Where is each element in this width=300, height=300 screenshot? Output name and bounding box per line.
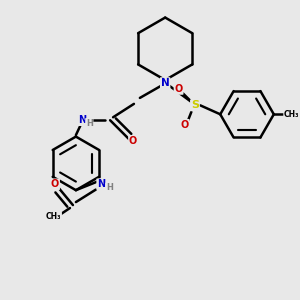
Text: O: O [174,84,183,94]
Text: O: O [129,136,137,146]
Text: N: N [78,115,86,125]
Text: N: N [97,179,105,189]
Text: CH₃: CH₃ [284,110,299,119]
Text: S: S [191,100,199,110]
Text: O: O [180,120,189,130]
Text: H: H [86,119,93,128]
Text: O: O [51,179,59,189]
Text: H: H [106,183,113,192]
Text: CH₃: CH₃ [46,212,61,221]
Text: N: N [161,78,170,88]
